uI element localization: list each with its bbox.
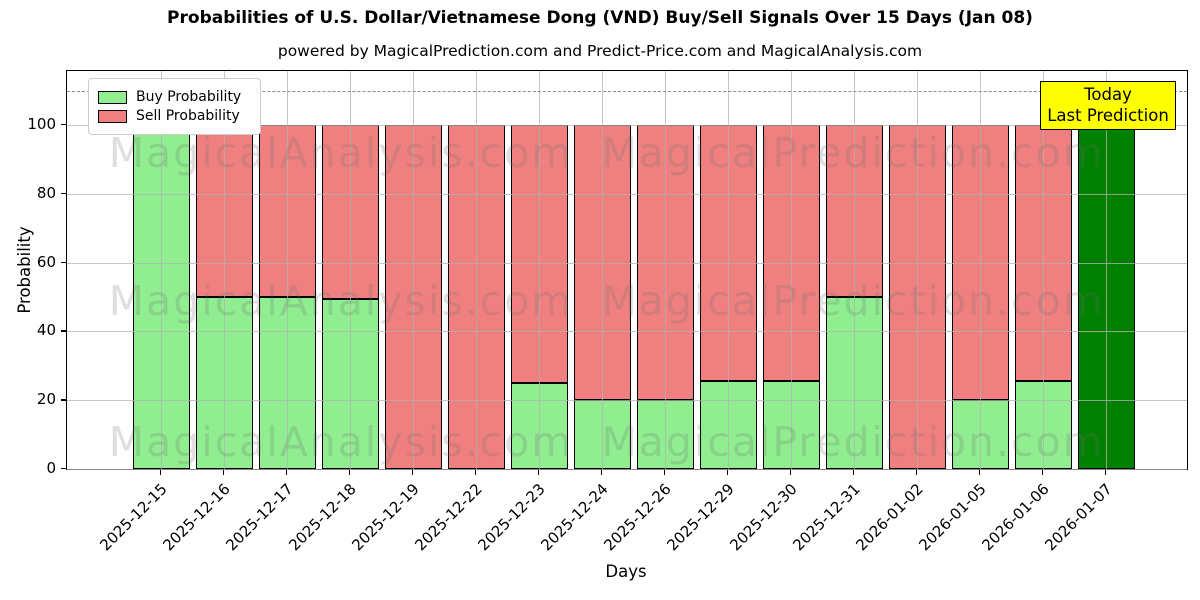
legend-item-sell: Sell Probability xyxy=(98,108,250,124)
y-gridline xyxy=(67,193,1187,195)
plot-area: Buy Probability Sell Probability Today L… xyxy=(66,70,1188,470)
x-gridline xyxy=(539,71,540,469)
y-tick-mark xyxy=(61,330,66,332)
x-gridline xyxy=(413,71,414,469)
x-tick-mark xyxy=(286,470,288,475)
y-gridline xyxy=(67,331,1187,333)
legend-item-buy: Buy Probability xyxy=(98,89,250,105)
x-tick-mark xyxy=(853,470,855,475)
x-gridline xyxy=(602,71,603,469)
x-tick-mark xyxy=(601,470,603,475)
x-tick-mark xyxy=(727,470,729,475)
today-annotation-line1: Today xyxy=(1084,85,1132,104)
x-tick-mark xyxy=(790,470,792,475)
y-tick-label: 60 xyxy=(36,252,56,271)
y-gridline xyxy=(67,125,1187,126)
x-tick-mark xyxy=(1042,470,1044,475)
x-gridline xyxy=(791,71,792,469)
chart-subtitle: powered by MagicalPrediction.com and Pre… xyxy=(277,42,923,60)
x-axis-label: Days xyxy=(605,562,647,581)
x-gridline xyxy=(224,71,225,469)
x-tick-mark xyxy=(475,470,477,475)
x-tick-mark xyxy=(160,470,162,475)
y-tick-label: 100 xyxy=(27,115,56,133)
x-gridline xyxy=(350,71,351,469)
y-tick-mark xyxy=(61,261,66,263)
x-tick-mark xyxy=(916,470,918,475)
x-gridline xyxy=(980,71,981,469)
y-tick-label: 40 xyxy=(36,321,56,340)
y-gridline xyxy=(67,469,1187,470)
x-tick-mark xyxy=(979,470,981,475)
legend: Buy Probability Sell Probability xyxy=(88,78,261,135)
x-gridline xyxy=(1106,71,1107,469)
x-gridline xyxy=(476,71,477,469)
y-tick-label: 0 xyxy=(46,459,56,477)
x-gridline xyxy=(728,71,729,469)
x-tick-mark xyxy=(223,470,225,475)
threshold-dashed-line xyxy=(67,90,1187,92)
today-annotation: Today Last Prediction xyxy=(1040,81,1176,130)
legend-label-sell: Sell Probability xyxy=(136,108,240,124)
x-tick-mark xyxy=(412,470,414,475)
sell-swatch-icon xyxy=(98,109,127,123)
buy-swatch-icon xyxy=(98,90,127,104)
legend-label-buy: Buy Probability xyxy=(136,89,242,105)
x-tick-mark xyxy=(349,470,351,475)
x-gridline xyxy=(854,71,855,469)
x-tick-label: 2025-12-15 xyxy=(96,480,171,555)
y-tick-label: 20 xyxy=(36,390,56,409)
y-tick-mark xyxy=(61,124,66,126)
x-gridline xyxy=(1043,71,1044,469)
y-tick-mark xyxy=(61,192,66,195)
x-gridline xyxy=(665,71,666,469)
today-annotation-line2: Last Prediction xyxy=(1047,106,1169,125)
x-tick-mark xyxy=(664,470,666,475)
y-tick-mark xyxy=(61,399,66,401)
x-tick-mark xyxy=(538,470,540,475)
x-tick-mark xyxy=(1105,470,1107,475)
y-gridline xyxy=(67,400,1187,402)
x-gridline xyxy=(161,71,162,469)
y-gridline xyxy=(67,262,1187,264)
chart-title: Probabilities of U.S. Dollar/Vietnamese … xyxy=(167,8,1033,28)
y-tick-mark xyxy=(61,468,66,470)
y-tick-label: 80 xyxy=(36,183,56,202)
x-gridline xyxy=(917,71,918,469)
x-gridline xyxy=(287,71,288,469)
